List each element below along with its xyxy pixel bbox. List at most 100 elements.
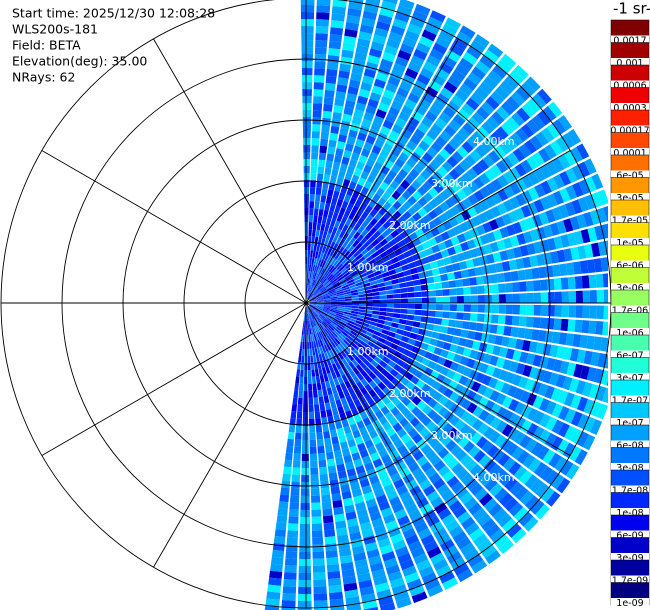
range-bin [471,163,484,176]
range-bin [304,214,309,223]
range-bin [314,368,320,377]
range-bin [331,13,345,22]
range-bin [314,236,319,245]
range-bin [395,185,406,195]
range-bin [600,223,608,239]
range-bin [287,530,299,538]
range-bin [302,131,311,139]
range-bin [302,116,312,125]
range-bin [520,204,532,218]
range-bin [363,251,372,259]
range-bin [385,520,399,531]
range-bin [507,385,518,398]
range-bin [316,438,324,447]
range-bin [444,334,454,343]
range-bin [487,70,503,85]
range-bin [470,313,478,322]
range-bin [379,348,388,356]
range-bin [372,299,380,304]
range-bin [302,320,305,328]
range-bin [360,148,371,158]
range-bin [369,208,378,218]
range-bin [417,196,428,207]
colorbar-label: 1e-07 [616,418,643,429]
range-bin [600,370,608,386]
range-bin [289,495,300,503]
range-bin [328,313,336,318]
range-bin [533,199,545,213]
range-bin [403,269,412,277]
range-bin [493,468,508,482]
range-bin [389,326,398,333]
range-bin [401,396,411,407]
range-bin [449,43,465,57]
range-bin [403,422,414,433]
range-bin [495,216,506,228]
range-bin [313,243,318,251]
range-bin [339,207,346,216]
range-bin [327,54,340,64]
range-bin [403,235,413,245]
range-bin [354,558,368,569]
range-bin [316,173,324,182]
range-bin [404,30,420,42]
range-bin [319,145,328,154]
range-bin [359,586,375,596]
range-bin [533,292,542,304]
colorbar-label-bg [611,575,649,587]
range-bin [309,299,317,302]
range-bin [476,513,492,527]
range-bin [462,278,471,287]
range-bin [477,159,490,172]
range-bin [382,242,392,251]
range-bin [298,558,311,566]
range-bin [418,98,431,110]
range-bin [387,76,401,87]
range-bin [472,257,481,267]
range-bin [294,439,302,447]
range-bin [343,106,354,116]
range-bin [443,256,452,266]
range-bin [456,467,469,480]
range-bin [552,174,565,189]
range-bin [411,385,421,395]
colorbar-label-bg [611,215,649,227]
range-bin [451,481,464,494]
range-bin [413,128,426,140]
range-bin [347,265,355,272]
range-bin [332,235,339,243]
range-bin [322,424,330,432]
range-bin [315,33,328,41]
range-bin [367,54,381,65]
range-bin [336,310,345,314]
range-bin [440,249,450,258]
range-bin [350,423,359,432]
range-bin [344,380,352,389]
range-bin [394,508,407,520]
range-bin [484,304,492,314]
range-bin [363,334,372,341]
range-bin [389,368,399,378]
range-bin [351,488,363,498]
range-bin [323,395,330,404]
range-bin [362,358,371,367]
range-bin [380,405,390,416]
range-bin [351,292,359,296]
range-bin [313,600,328,608]
range-bin [365,223,374,232]
range-bin [549,222,560,236]
range-bin [304,194,310,202]
range-bin [402,527,417,539]
range-bin [494,85,510,100]
range-bin [459,423,472,436]
range-bin [313,290,320,296]
range-bin [311,376,317,384]
range-bin [329,323,336,330]
range-bin [342,286,350,291]
range-bin [551,206,563,221]
range-bin [405,226,415,236]
range-bin [416,218,427,228]
colorbar-label: 0.0001 [613,148,646,159]
range-bin [509,132,523,147]
range-bin [433,363,443,373]
